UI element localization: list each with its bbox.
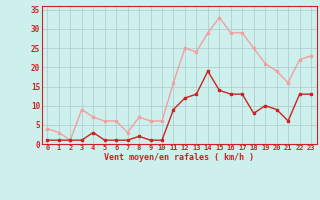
X-axis label: Vent moyen/en rafales ( km/h ): Vent moyen/en rafales ( km/h ): [104, 153, 254, 162]
